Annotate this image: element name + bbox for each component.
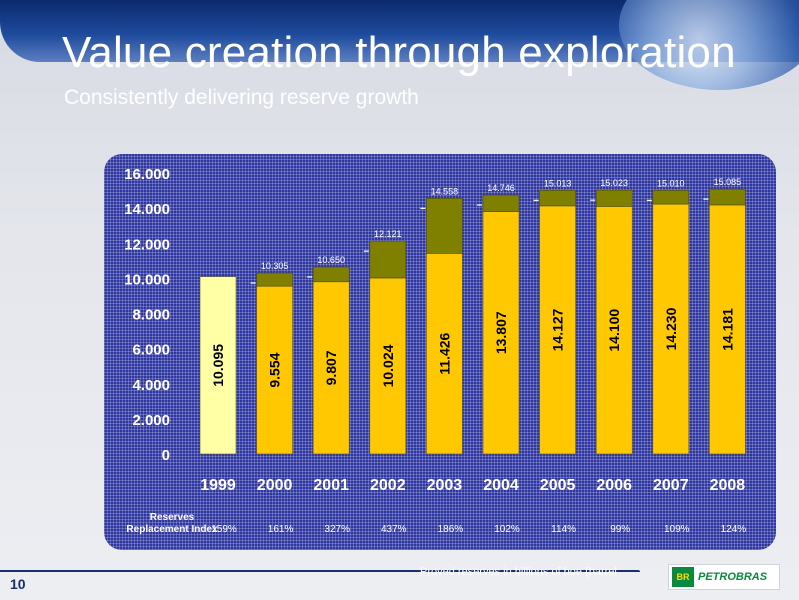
x-category-label: 2006 [596, 477, 632, 494]
bar-base [312, 281, 350, 455]
x-category-label: 2000 [257, 477, 293, 494]
bar-base [482, 211, 520, 455]
y-tick-label: 10.000 [124, 271, 170, 288]
rri-value: 114% [551, 524, 576, 535]
bar-base [539, 205, 576, 455]
bar-base [595, 206, 633, 455]
total-value-label: 10.305 [261, 261, 289, 271]
x-category-label: 2003 [427, 477, 463, 494]
base-value-label: 14.127 [550, 308, 566, 351]
x-category-label: 2005 [540, 477, 576, 494]
total-value-label: 14.558 [431, 186, 459, 196]
base-value-label: 9.807 [323, 350, 339, 385]
base-value-label: 14.230 [663, 307, 679, 350]
y-tick-label: 14.000 [124, 201, 170, 218]
total-value-label: 10.650 [317, 255, 345, 265]
page-number: 10 [10, 576, 26, 592]
chart-panel: 0 2.000 4.000 6.000 8.000 10.000 12.000 14.000 1… [104, 154, 776, 550]
y-tick-label: 6.000 [132, 342, 170, 359]
rri-label-line1: Reserves [150, 512, 195, 523]
footer-rule [0, 570, 640, 572]
base-value-label: 9.554 [267, 352, 283, 387]
total-value-label: 15.010 [657, 178, 685, 188]
logo-mark: BR [672, 567, 694, 587]
x-category-label: 2007 [653, 477, 689, 494]
base-value-label: 14.181 [719, 308, 735, 351]
x-category-label: 2004 [483, 477, 519, 494]
total-value-label: 15.085 [714, 177, 742, 187]
page-title: Value creation through exploration [62, 28, 736, 77]
base-value-label: 13.807 [493, 311, 509, 354]
bar-increment [539, 190, 576, 207]
y-tick-label: 2.000 [132, 412, 170, 429]
x-category-label: 2002 [370, 477, 406, 494]
bar-increment [426, 198, 463, 254]
y-tick-label: 8.000 [132, 307, 170, 324]
bar-base [369, 277, 407, 455]
total-value-label: 15.023 [600, 178, 628, 188]
rri-value: 159% [211, 524, 237, 535]
rri-value: 161% [268, 524, 294, 535]
x-category-label: 1999 [200, 477, 236, 494]
base-value-label: 11.426 [436, 332, 452, 374]
rri-value: 102% [494, 524, 520, 535]
rri-value: 99% [610, 524, 630, 535]
total-value-label: 15.013 [544, 178, 572, 188]
total-value-label: 12.121 [374, 229, 402, 239]
bar-increment [652, 190, 690, 205]
rri-value: 109% [664, 524, 690, 535]
rri-value: 327% [324, 524, 350, 535]
y-tick-label: 0 [162, 447, 170, 464]
y-tick-label: 4.000 [132, 377, 170, 394]
total-value-label: 14.746 [487, 183, 515, 193]
reserves-bar-chart: 0 2.000 4.000 6.000 8.000 10.000 12.000 14.000 1… [124, 166, 747, 535]
base-value-label: 10.095 [210, 344, 226, 387]
bar-increment [312, 266, 350, 283]
base-value-label: 14.100 [606, 309, 622, 352]
logo-text: PETROBRAS [698, 571, 768, 583]
bar-base [709, 204, 746, 455]
rri-value: 124% [721, 524, 747, 535]
bar-base [199, 276, 237, 455]
bar-base [256, 285, 293, 455]
bar-base [652, 203, 690, 455]
base-value-label: 10.024 [380, 344, 396, 387]
bar-increment [256, 272, 293, 287]
bar-increment [482, 194, 520, 212]
bar-increment [595, 189, 633, 207]
x-category-label: 2001 [313, 477, 349, 494]
bar-increment [369, 240, 407, 279]
bar-increment [709, 188, 746, 206]
y-tick-label: 12.000 [124, 236, 170, 253]
page-subtitle: Consistently delivering reserve growth [64, 86, 419, 109]
y-tick-label: 16.000 [124, 166, 170, 183]
rri-value: 186% [438, 524, 464, 535]
footnote: Proved reserves in billions of boe (barr… [420, 566, 617, 578]
rri-value: 437% [381, 524, 407, 535]
x-category-label: 2008 [710, 477, 746, 494]
petrobras-logo: BR PETROBRAS [668, 564, 780, 590]
rri-label-line2: Replacement Index [126, 524, 218, 535]
